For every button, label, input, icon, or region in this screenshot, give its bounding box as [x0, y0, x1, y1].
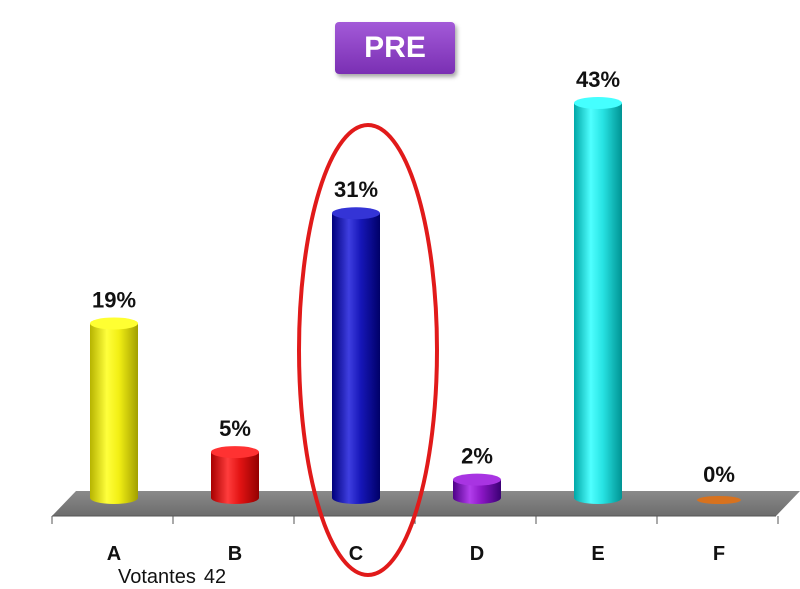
bar-body [211, 452, 259, 504]
bar-top [211, 446, 259, 459]
bar-top [332, 207, 380, 220]
x-tick-label: E [591, 543, 604, 565]
bar-f [697, 496, 741, 504]
data-label: 43% [576, 67, 620, 92]
bar-e [574, 97, 622, 504]
data-label: 31% [334, 177, 378, 202]
x-tick-label: B [228, 543, 242, 565]
bar-d [453, 473, 501, 504]
x-tick-label: F [713, 543, 725, 565]
chart-title-badge: PRE [335, 22, 455, 74]
bar-top [574, 97, 622, 109]
bar-body [574, 103, 622, 504]
data-label: 19% [92, 287, 136, 312]
bar-body [453, 479, 501, 504]
voters-count: Votantes 42 [118, 566, 234, 589]
x-tick-labels: A B C D E F [107, 543, 725, 565]
highlight-ellipse [297, 123, 439, 577]
bar-a [90, 317, 138, 504]
voters-value: 42 [203, 566, 227, 588]
x-tick-label: C [349, 543, 363, 565]
bar-series [90, 97, 741, 505]
bar-base [697, 496, 741, 504]
bar-c [332, 207, 380, 505]
bar-top [90, 317, 138, 330]
data-label: 5% [219, 416, 251, 441]
chart-floor [52, 491, 800, 516]
data-label: 2% [461, 444, 493, 469]
bar-b [211, 446, 259, 504]
voters-label: Votantes [118, 566, 196, 588]
x-tick-label: D [470, 543, 484, 565]
bar-body [90, 323, 138, 504]
data-label: 0% [703, 462, 735, 487]
x-tick-label: A [107, 543, 121, 565]
data-labels: 19% 5% 31% 2% 43% 0% [92, 67, 735, 487]
bar-body [332, 213, 380, 505]
bar-top [453, 473, 501, 486]
